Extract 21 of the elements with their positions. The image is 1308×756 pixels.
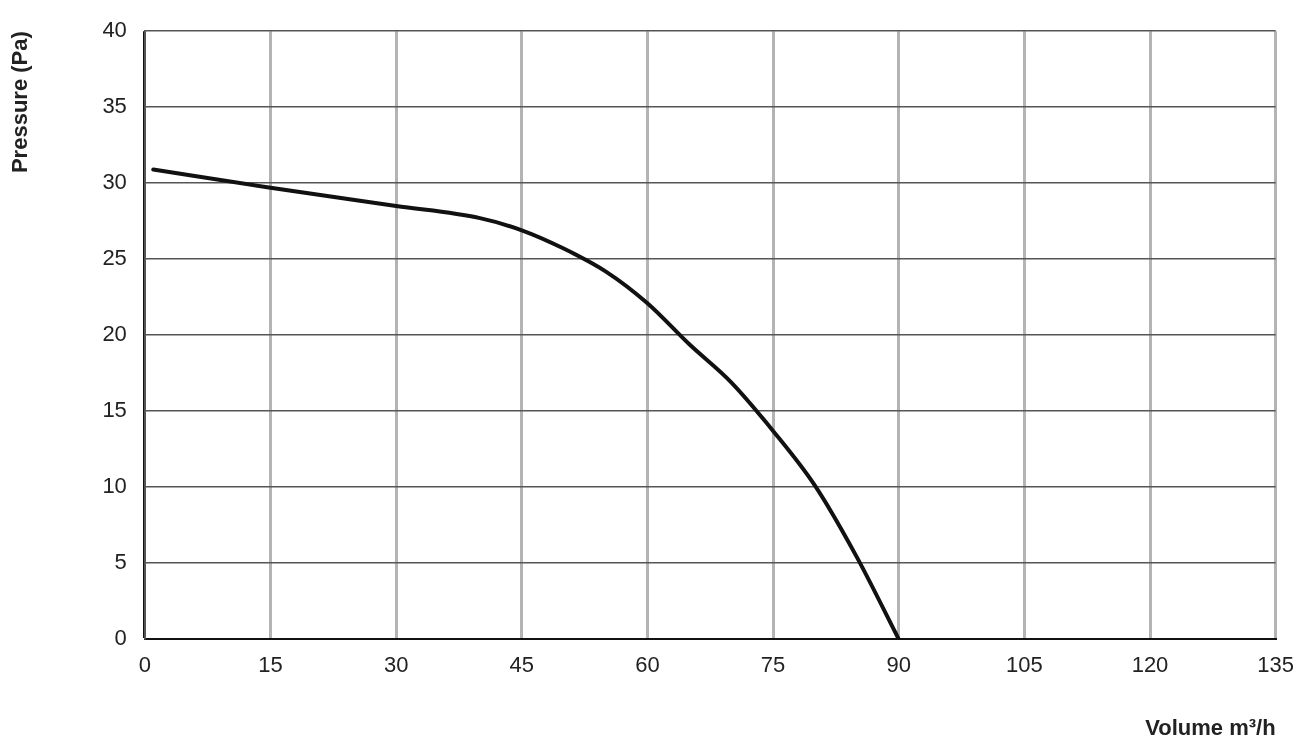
y-tick-label: 0 bbox=[114, 625, 127, 651]
x-axis-title: Volume m³/h bbox=[1145, 714, 1276, 740]
y-tick-label: 35 bbox=[102, 93, 127, 119]
y-tick-label: 20 bbox=[102, 321, 127, 347]
y-tick-label: 25 bbox=[102, 245, 127, 271]
y-tick-label: 40 bbox=[102, 17, 127, 43]
x-tick-label: 45 bbox=[509, 652, 535, 678]
x-tick-label: 0 bbox=[138, 652, 151, 678]
y-axis-title: Pressure (Pa) bbox=[7, 31, 33, 174]
x-tick-label: 75 bbox=[760, 652, 786, 678]
x-tick-label: 60 bbox=[635, 652, 660, 678]
x-tick-label: 90 bbox=[886, 652, 911, 678]
x-tick-label: 30 bbox=[383, 652, 409, 678]
y-tick-label: 30 bbox=[102, 169, 127, 195]
x-tick-label: 135 bbox=[1257, 652, 1295, 678]
y-tick-label: 5 bbox=[114, 549, 127, 575]
x-tick-label: 105 bbox=[1006, 652, 1043, 678]
x-tick-label: 15 bbox=[258, 652, 283, 678]
y-tick-label: 10 bbox=[102, 473, 127, 499]
x-tick-label: 120 bbox=[1131, 652, 1169, 678]
y-tick-label: 15 bbox=[102, 397, 127, 423]
